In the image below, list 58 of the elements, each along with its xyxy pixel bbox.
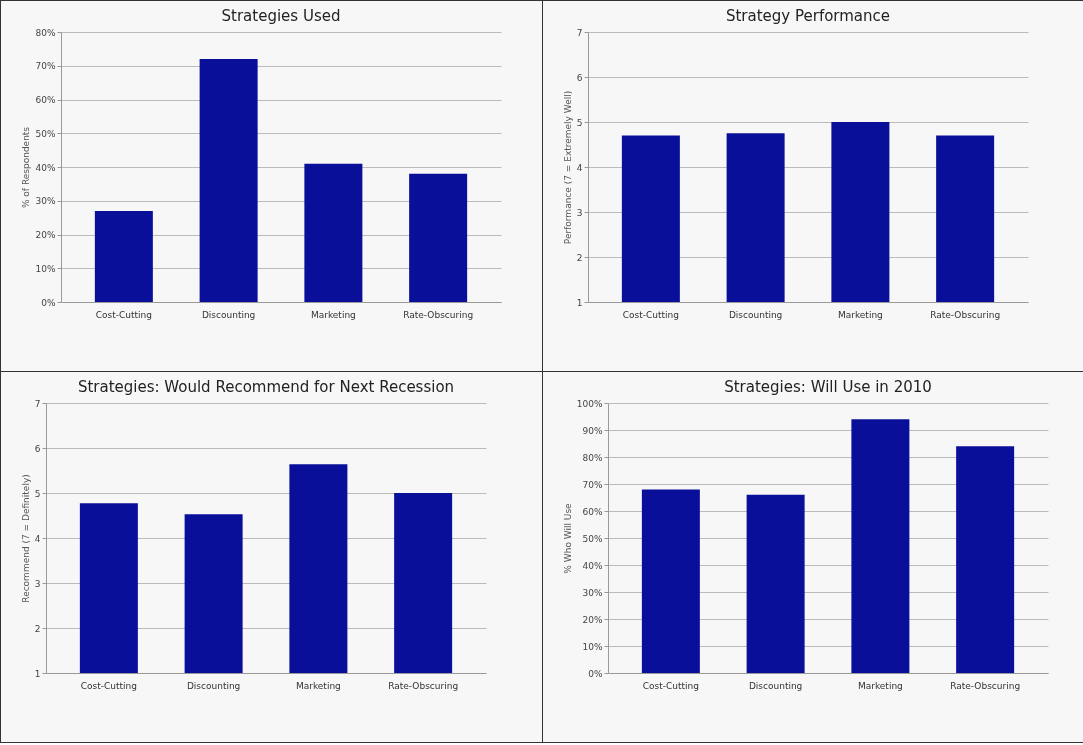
y-tick-label: 6	[576, 72, 583, 83]
y-tick-label: 5	[34, 488, 41, 499]
y-tick-label: 3	[576, 207, 583, 218]
y-tick-label: 6	[34, 443, 41, 454]
x-tick-label: Discounting	[728, 309, 783, 320]
y-tick-label: 4	[34, 533, 41, 544]
y-axis-title: Recommend (7 = Definitely)	[20, 474, 31, 603]
y-tick-label: 7	[576, 27, 583, 38]
x-tick-label: Cost-Cutting	[642, 680, 699, 691]
y-tick-label: 50%	[582, 533, 603, 544]
x-tick-label: Cost-Cutting	[80, 680, 137, 691]
y-tick-label: 1	[576, 297, 583, 308]
y-axis-title: % of Respondents	[21, 126, 32, 209]
y-tick-label: 2	[576, 252, 583, 263]
y-tick-label: 100%	[576, 398, 603, 409]
y-tick-label: 40%	[35, 162, 56, 173]
y-axis-title: % Who Will Use	[562, 502, 573, 574]
x-tick-label: Discounting	[186, 680, 241, 691]
y-tick-label: 20%	[582, 614, 603, 625]
x-tick-label: Marketing	[310, 309, 356, 320]
y-tick-label: 40%	[582, 560, 603, 571]
x-tick-label: Marketing	[837, 309, 883, 320]
x-tick-label: Discounting	[748, 680, 803, 691]
x-tick-label: Marketing	[857, 680, 903, 691]
x-tick-label: Rate-Obscuring	[950, 680, 1021, 691]
chart-title: Strategies: Will Use in 2010	[724, 378, 932, 396]
y-tick-label: 60%	[582, 506, 603, 517]
y-tick-label: 70%	[582, 479, 603, 490]
y-tick-label: 50%	[35, 128, 56, 139]
chart-title: Strategy Performance	[725, 7, 891, 25]
y-tick-label: 80%	[35, 27, 56, 38]
y-tick-label: 20%	[35, 230, 56, 240]
y-tick-label: 10%	[582, 641, 603, 652]
x-tick-label: Discounting	[201, 309, 256, 320]
y-tick-label: 4	[576, 162, 583, 173]
x-tick-label: Cost-Cutting	[622, 309, 679, 320]
y-tick-label: 0%	[41, 297, 56, 308]
y-tick-label: 30%	[582, 587, 603, 598]
y-tick-label: 7	[34, 398, 41, 409]
x-tick-label: Rate-Obscuring	[388, 680, 459, 691]
y-tick-label: 80%	[582, 452, 603, 463]
chart-title: Strategies Used	[221, 7, 341, 25]
y-tick-label: 60%	[35, 95, 56, 105]
x-tick-label: Cost-Cutting	[95, 309, 152, 320]
x-tick-label: Rate-Obscuring	[930, 309, 1001, 320]
y-tick-label: 30%	[35, 196, 56, 207]
x-tick-label: Marketing	[295, 680, 341, 691]
y-tick-label: 5	[576, 117, 583, 128]
chart-title: Strategies: Would Recommend for Next Recession	[77, 378, 455, 396]
y-tick-label: 90%	[582, 425, 603, 436]
y-axis-title: Performance (7 = Extremely Well)	[562, 90, 573, 245]
y-tick-label: 10%	[35, 263, 56, 274]
x-tick-label: Rate-Obscuring	[403, 309, 474, 320]
y-tick-label: 70%	[35, 61, 56, 72]
y-tick-label: 2	[34, 623, 41, 634]
y-tick-label: 0%	[588, 668, 603, 679]
y-tick-label: 3	[34, 578, 41, 589]
y-tick-label: 1	[34, 668, 41, 679]
